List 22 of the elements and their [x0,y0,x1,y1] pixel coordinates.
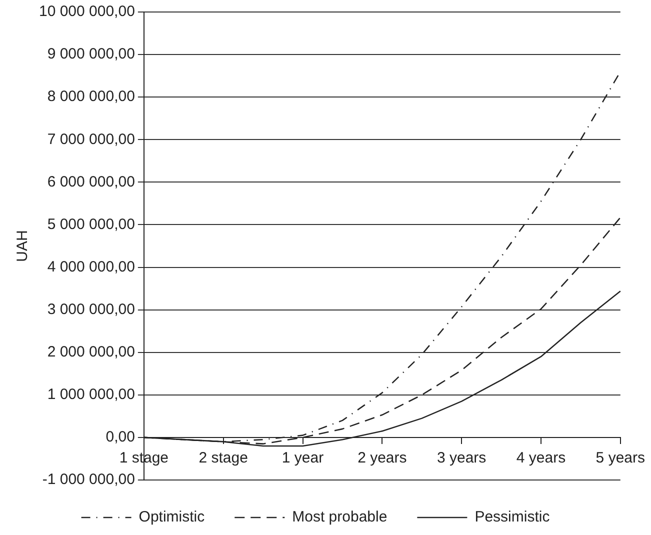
y-tick-label: 5 000 000,00 [47,216,135,233]
x-tick-label: 4 years [516,450,566,467]
y-tick-label: 1 000 000,00 [47,386,135,404]
y-tick-label: 7 000 000,00 [47,130,135,148]
x-tick-label: 3 years [436,450,486,467]
y-tick-label: 6 000 000,00 [47,173,135,190]
y-tick-label: 8 000 000,00 [47,88,135,106]
x-tick-label: 1 year [282,450,324,467]
y-tick-label: 4 000 000,00 [47,258,135,276]
y-tick-label: 10 000 000,00 [38,3,135,20]
x-tick-label: 2 years [358,450,407,467]
y-tick-label: 2 000 000,00 [47,344,135,361]
y-tick-label: 3 000 000,00 [47,300,135,318]
legend-label: Most probable [292,508,388,526]
legend-label: Optimistic [138,508,206,526]
y-tick-label: 9 000 000,00 [47,46,135,63]
y-tick-label: 0,00 [106,428,135,446]
y-axis-title: UAH [14,230,32,262]
legend-label: Pessimistic [474,508,550,526]
y-tick-label: -1 000 000,00 [42,471,135,488]
x-tick-label: 5 years [596,450,646,467]
x-tick-label: 2 stage [198,450,248,467]
